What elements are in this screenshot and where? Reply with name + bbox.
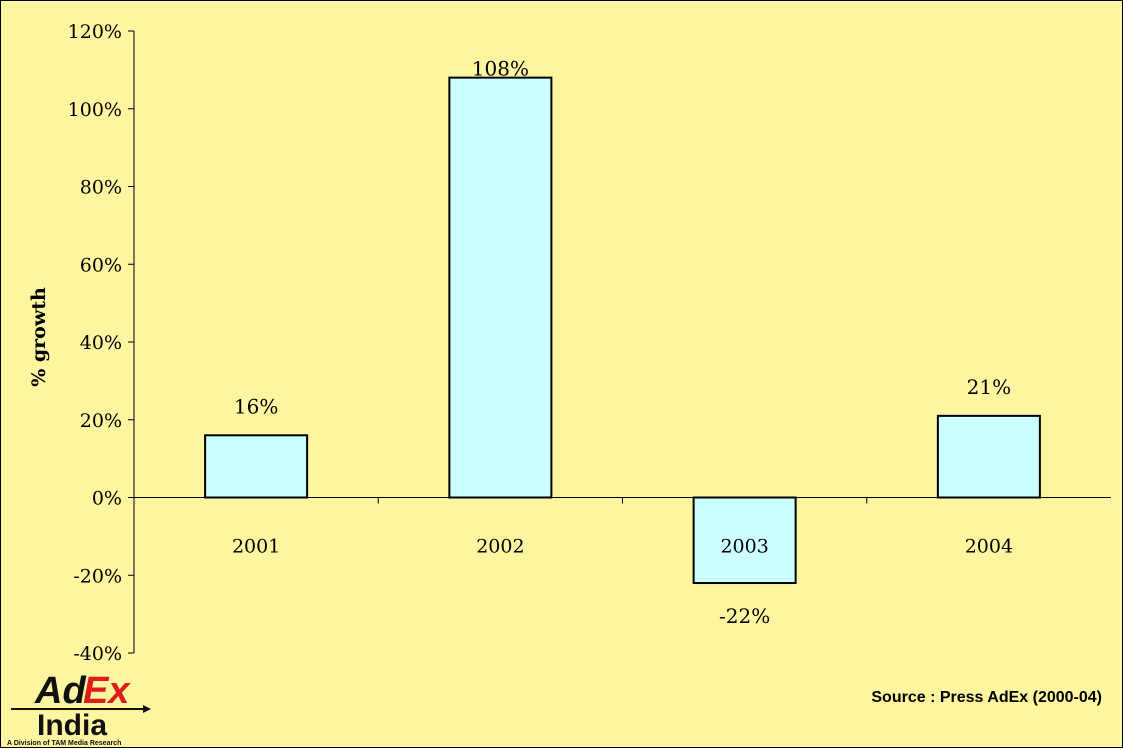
y-tick-label: 20%: [80, 410, 122, 432]
y-tick-label: -40%: [73, 643, 122, 665]
logo-division-text: A Division of TAM Media Research: [7, 740, 121, 747]
data-label: 16%: [234, 394, 278, 418]
y-axis-title: % growth: [28, 287, 50, 387]
logo-india-text: India: [37, 709, 107, 742]
y-tick-label: 60%: [80, 254, 122, 276]
category-label: 2001: [232, 536, 280, 558]
data-label: 108%: [472, 57, 529, 81]
logo-ex-text: Ex: [83, 670, 131, 712]
category-label: 2002: [476, 536, 524, 558]
y-tick-label: 80%: [80, 177, 122, 199]
bar-2002: [448, 76, 553, 499]
y-tick-label: 40%: [80, 332, 122, 354]
adex-india-logo: Ad Ex India A Division of TAM Media Rese…: [7, 670, 151, 747]
labels: 2001 16% 2002 108% 2003 -22% 2004 21%: [232, 57, 1013, 628]
category-label: 2003: [720, 536, 768, 558]
source-note: Source : Press AdEx (2000-04): [871, 689, 1102, 706]
data-label: 21%: [967, 375, 1011, 399]
category-label: 2004: [965, 536, 1013, 558]
y-tick-label: 100%: [68, 99, 122, 121]
bars: [204, 76, 1041, 585]
bar-2004: [936, 414, 1041, 499]
logo-arrow-head: [143, 705, 151, 713]
bar-2003: [692, 496, 797, 585]
bar-2001: [204, 434, 309, 499]
y-tick-label: -20%: [73, 565, 122, 587]
logo-ad-text: Ad: [34, 670, 86, 712]
y-tick-label: 120%: [68, 21, 122, 43]
axes: -40% -20% 0% 20% 40% 60% 80% 100% 120%: [68, 21, 1111, 665]
data-label: -22%: [719, 604, 770, 628]
y-tick-label: 0%: [92, 488, 122, 510]
